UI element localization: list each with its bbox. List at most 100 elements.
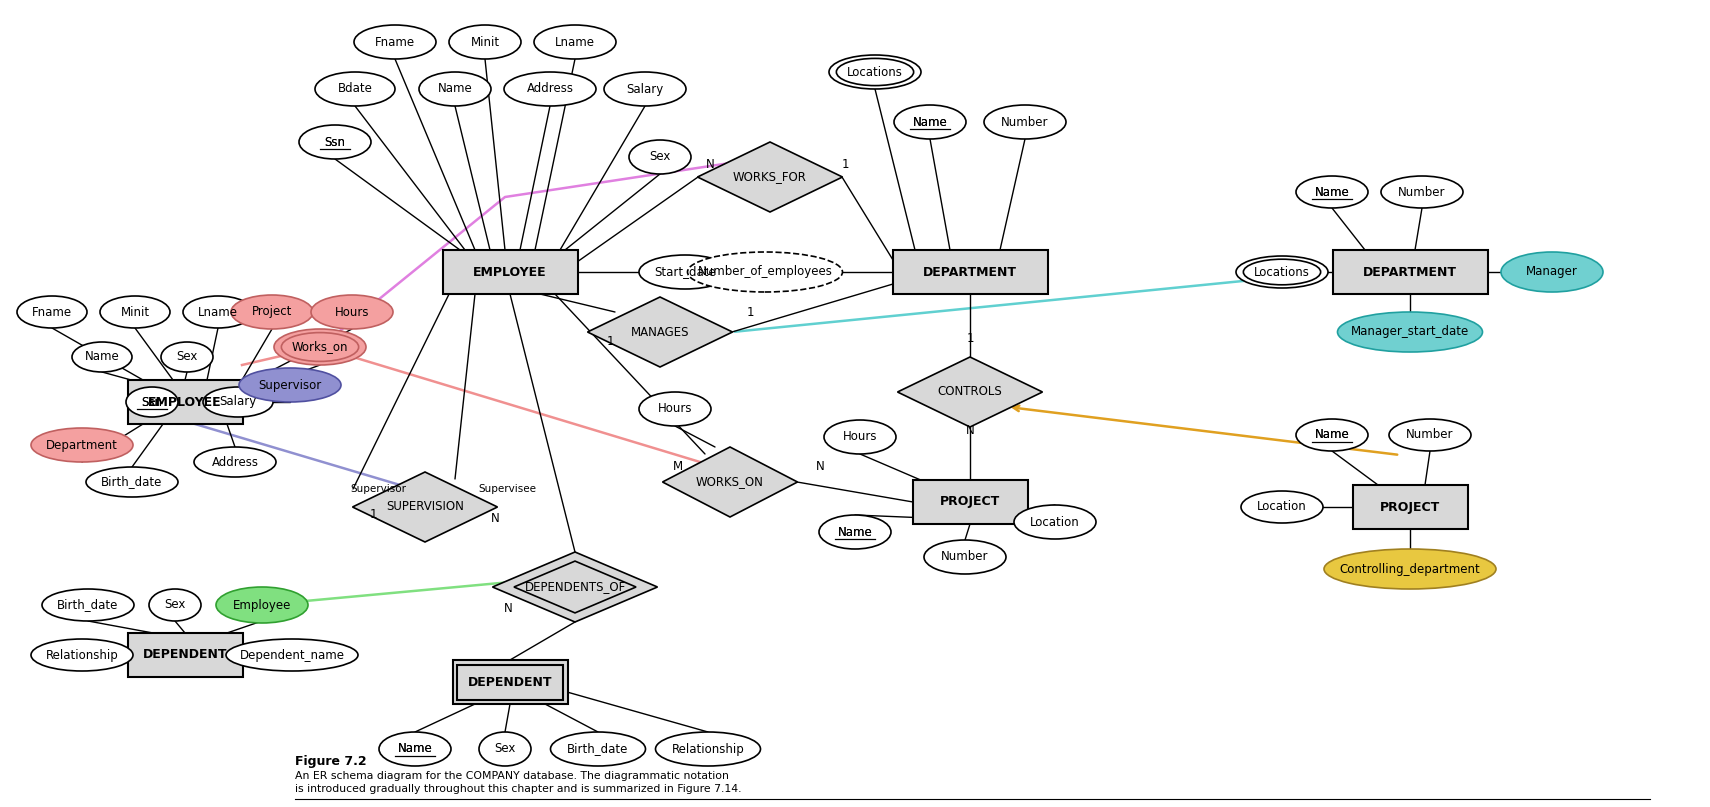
Ellipse shape	[1296, 176, 1368, 208]
Text: Name: Name	[438, 82, 472, 95]
Text: Name: Name	[1315, 429, 1349, 441]
Polygon shape	[588, 297, 732, 367]
Bar	[128, 633, 243, 677]
Text: Supervisee: Supervisee	[479, 484, 535, 494]
Text: N: N	[816, 461, 824, 474]
Text: 1: 1	[607, 336, 614, 349]
Ellipse shape	[923, 540, 1005, 574]
Ellipse shape	[1337, 312, 1483, 352]
Text: Number: Number	[1002, 115, 1048, 128]
Text: DEPENDENTS_OF: DEPENDENTS_OF	[525, 580, 626, 593]
Ellipse shape	[829, 55, 922, 89]
Ellipse shape	[43, 589, 133, 621]
Text: Ssn: Ssn	[142, 395, 162, 408]
Ellipse shape	[311, 295, 393, 329]
Bar	[913, 480, 1028, 524]
Text: Department: Department	[46, 438, 118, 451]
Text: Number: Number	[1406, 429, 1454, 441]
Ellipse shape	[1382, 176, 1464, 208]
Text: Name: Name	[398, 742, 433, 755]
Ellipse shape	[193, 447, 275, 477]
Ellipse shape	[161, 342, 214, 372]
Text: Works_on: Works_on	[292, 341, 349, 353]
Bar	[1332, 250, 1488, 294]
Polygon shape	[352, 472, 498, 542]
Text: Figure 7.2: Figure 7.2	[296, 755, 366, 768]
Text: Relationship: Relationship	[672, 742, 744, 755]
Bar	[128, 380, 243, 424]
Text: Lname: Lname	[556, 36, 595, 48]
Text: Birth_date: Birth_date	[58, 599, 118, 612]
Ellipse shape	[31, 428, 133, 462]
Ellipse shape	[629, 140, 691, 174]
Text: Locations: Locations	[1253, 266, 1310, 278]
Text: M: M	[674, 461, 682, 474]
Text: Start_date: Start_date	[655, 266, 716, 278]
Text: is introduced gradually throughout this chapter and is summarized in Figure 7.14: is introduced gradually throughout this …	[296, 784, 742, 794]
Ellipse shape	[315, 72, 395, 106]
Text: Name: Name	[838, 525, 872, 538]
Ellipse shape	[640, 255, 730, 289]
Ellipse shape	[551, 732, 645, 766]
Ellipse shape	[72, 342, 132, 372]
Text: Hours: Hours	[843, 430, 877, 444]
Ellipse shape	[1296, 419, 1368, 451]
Text: N: N	[504, 603, 513, 616]
Ellipse shape	[127, 387, 178, 417]
Ellipse shape	[1324, 549, 1496, 589]
Text: DEPARTMENT: DEPARTMENT	[1363, 266, 1457, 278]
Ellipse shape	[354, 25, 436, 59]
Text: SUPERVISION: SUPERVISION	[386, 500, 463, 513]
Text: PROJECT: PROJECT	[941, 495, 1000, 508]
Ellipse shape	[183, 296, 253, 328]
Text: Lname: Lname	[198, 306, 238, 319]
Bar	[453, 660, 568, 704]
Bar	[1353, 485, 1467, 529]
Text: Number_of_employees: Number_of_employees	[698, 266, 833, 278]
Polygon shape	[898, 357, 1043, 427]
Text: Number: Number	[1399, 186, 1445, 199]
Ellipse shape	[17, 296, 87, 328]
Text: Fname: Fname	[32, 306, 72, 319]
Ellipse shape	[504, 72, 597, 106]
Text: Relationship: Relationship	[46, 649, 118, 662]
Ellipse shape	[31, 639, 133, 671]
Text: 1: 1	[841, 158, 848, 172]
Ellipse shape	[226, 639, 357, 671]
Text: PROJECT: PROJECT	[1380, 500, 1440, 513]
Polygon shape	[662, 447, 797, 517]
Text: Supervisor: Supervisor	[351, 484, 405, 494]
Text: Bdate: Bdate	[337, 82, 373, 95]
Text: Locations: Locations	[846, 65, 903, 78]
Text: Project: Project	[251, 306, 292, 319]
Ellipse shape	[203, 387, 274, 417]
Bar	[457, 664, 563, 700]
Ellipse shape	[215, 587, 308, 623]
Text: N: N	[491, 512, 499, 525]
Text: Minit: Minit	[120, 306, 149, 319]
Ellipse shape	[894, 105, 966, 139]
Text: Sex: Sex	[494, 742, 516, 755]
Text: Location: Location	[1029, 516, 1081, 529]
Text: MANAGES: MANAGES	[631, 325, 689, 338]
Ellipse shape	[983, 105, 1065, 139]
Text: Birth_date: Birth_date	[101, 475, 162, 488]
Ellipse shape	[1389, 419, 1471, 451]
Text: Name: Name	[1315, 186, 1349, 199]
Text: Number: Number	[941, 550, 988, 563]
Ellipse shape	[450, 25, 522, 59]
Polygon shape	[698, 142, 843, 212]
Text: Name: Name	[1315, 429, 1349, 441]
Ellipse shape	[655, 732, 761, 766]
Ellipse shape	[231, 295, 313, 329]
Text: Salary: Salary	[626, 82, 663, 95]
Ellipse shape	[1014, 505, 1096, 539]
Ellipse shape	[1236, 256, 1329, 288]
Text: N: N	[966, 424, 975, 437]
Text: Salary: Salary	[219, 395, 256, 408]
Ellipse shape	[274, 329, 366, 365]
Text: Birth_date: Birth_date	[568, 742, 629, 755]
Text: Name: Name	[398, 742, 433, 755]
Text: 1: 1	[369, 508, 376, 521]
Text: Dependent_name: Dependent_name	[239, 649, 344, 662]
